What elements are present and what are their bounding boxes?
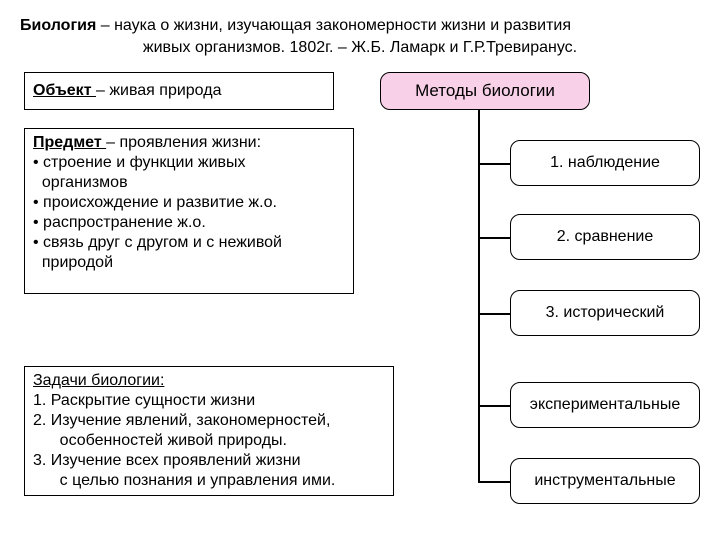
- subject-b2: • происхождение и развитие ж.о.: [33, 193, 345, 213]
- method-3: 3. исторический: [510, 290, 700, 336]
- title-line1: Биология – наука о жизни, изучающая зако…: [20, 16, 700, 36]
- subject-b1: • строение и функции живых: [33, 153, 345, 173]
- tasks-l3b: с целью познания и управления ими.: [33, 471, 385, 491]
- tasks-l1: 1. Раскрытие сущности жизни: [33, 391, 385, 411]
- subject-term: Предмет: [33, 134, 106, 151]
- method-5: инструментальные: [510, 458, 700, 504]
- tasks-l2: 2. Изучение явлений, закономерностей,: [33, 411, 385, 431]
- connector-b3: [478, 313, 510, 315]
- title-term: Биология: [20, 17, 96, 34]
- method-1: 1. наблюдение: [510, 140, 700, 186]
- object-term: Объект: [33, 82, 96, 99]
- subject-lead: – проявления жизни:: [106, 134, 261, 151]
- object-text: – живая природа: [96, 82, 222, 99]
- connector-b1: [478, 163, 510, 165]
- title-def1: – наука о жизни, изучающая закономерност…: [96, 17, 571, 34]
- object-box: Объект – живая природа: [24, 72, 334, 110]
- connector-b5: [478, 481, 510, 483]
- method-2: 2. сравнение: [510, 214, 700, 260]
- tasks-box: Задачи биологии: 1. Раскрытие сущности ж…: [24, 366, 394, 496]
- connector-b4: [478, 405, 510, 407]
- title-line2: живых организмов. 1802г. – Ж.Б. Ламарк и…: [0, 38, 720, 58]
- connector-trunk: [478, 110, 480, 482]
- methods-header-text: Методы биологии: [415, 81, 555, 101]
- subject-b1b: организмов: [33, 173, 345, 193]
- tasks-l3: 3. Изучение всех проявлений жизни: [33, 451, 385, 471]
- subject-box: Предмет – проявления жизни: • строение и…: [24, 128, 354, 294]
- method-4: экспериментальные: [510, 382, 700, 428]
- tasks-l2b: особенностей живой природы.: [33, 431, 385, 451]
- subject-b3: • распространение ж.о.: [33, 213, 345, 233]
- subject-b4: • связь друг с другом и с неживой: [33, 233, 345, 253]
- connector-b2: [478, 237, 510, 239]
- tasks-title: Задачи биологии:: [33, 371, 385, 391]
- subject-b4b: природой: [33, 253, 345, 273]
- methods-header: Методы биологии: [380, 72, 590, 110]
